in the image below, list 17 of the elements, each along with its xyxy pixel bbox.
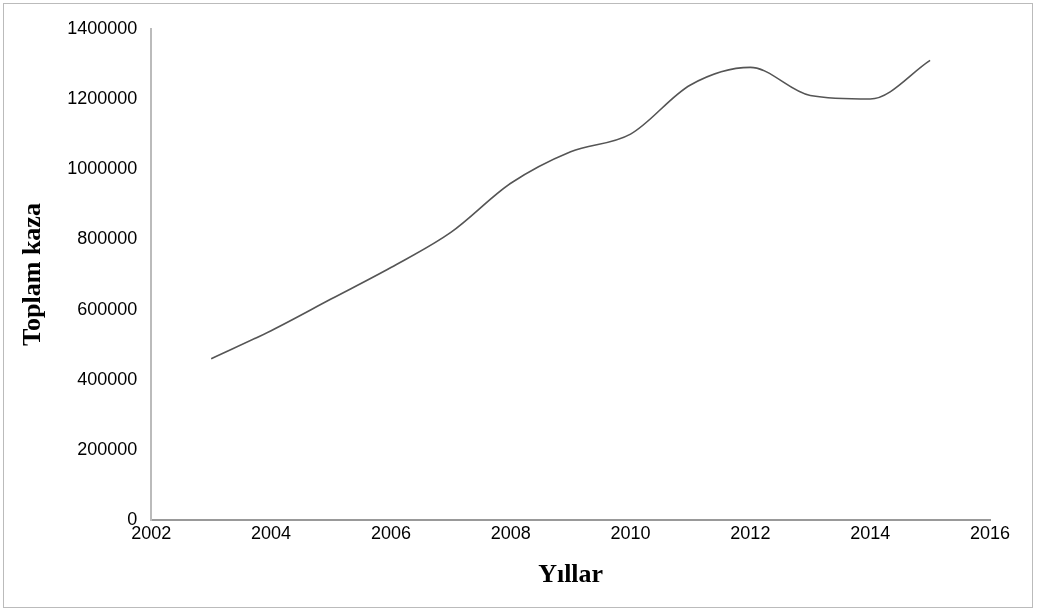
y-axis-title: Toplam kaza	[17, 203, 47, 346]
x-tick-label: 2016	[969, 522, 1011, 543]
y-tick-label: 600000	[77, 298, 138, 319]
y-tick-label: 1400000	[67, 17, 138, 38]
y-tick-label: 200000	[77, 438, 138, 459]
y-tick-label: 800000	[77, 228, 138, 249]
y-tick-label: 1000000	[67, 158, 138, 179]
x-tick-label: 2012	[730, 522, 771, 543]
x-tick-label: 2008	[490, 522, 531, 543]
x-tick-label: 2010	[610, 522, 651, 543]
y-tick-label: 400000	[77, 368, 138, 389]
x-tick-label: 2006	[370, 522, 411, 543]
x-axis-title: Yıllar	[538, 559, 604, 589]
y-tick-label: 1200000	[67, 87, 138, 108]
x-tick-label: 2004	[251, 522, 292, 543]
x-tick-label: 2014	[850, 522, 891, 543]
line-series	[210, 59, 931, 360]
